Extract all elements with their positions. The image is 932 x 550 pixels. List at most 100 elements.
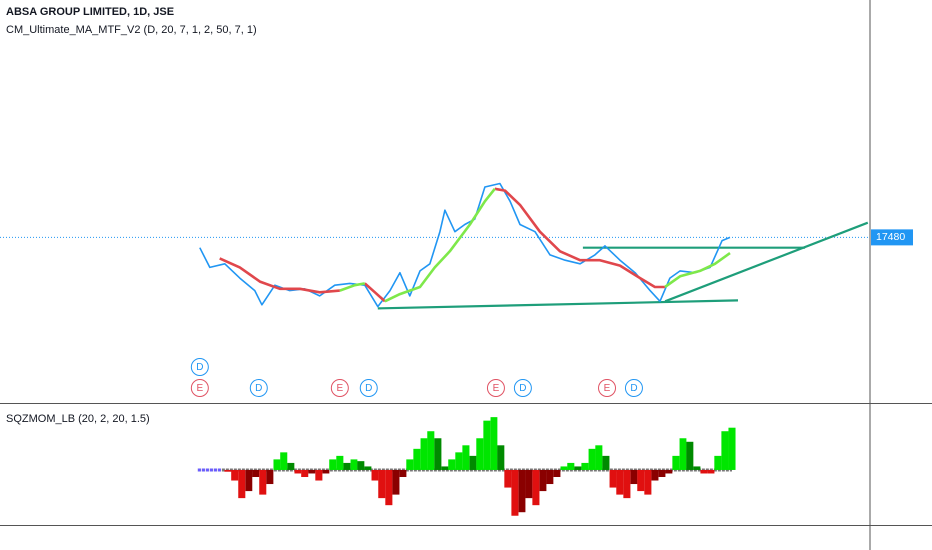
last-price-box (871, 229, 913, 246)
momentum-bar (462, 445, 470, 470)
event-label: E (493, 383, 500, 394)
momentum-bar (504, 469, 512, 488)
momentum-bar (728, 427, 736, 470)
momentum-bar (294, 469, 302, 474)
momentum-bar (560, 466, 568, 470)
momentum-bar (469, 455, 477, 470)
momentum-bar (406, 459, 414, 470)
event-marker (190, 379, 209, 397)
momentum-bar (455, 452, 463, 470)
momentum-bar (616, 469, 624, 495)
momentum-bar (483, 420, 491, 470)
momentum-bar (602, 455, 610, 470)
momentum-bar (532, 469, 540, 506)
event-marker (513, 379, 532, 397)
momentum-bar (427, 431, 435, 470)
momentum-bar (637, 469, 645, 492)
momentum-bar (399, 469, 407, 478)
momentum-bar (448, 459, 456, 470)
momentum-bar (371, 469, 379, 481)
oscillator-title: SQZMOM_LB (20, 2, 20, 1.5) (6, 413, 150, 425)
momentum-bar (441, 466, 449, 470)
event-marker (330, 379, 349, 397)
event-marker (486, 379, 505, 397)
momentum-bar (679, 438, 687, 470)
momentum-bar (707, 469, 715, 474)
event-label: D (255, 383, 262, 394)
momentum-bar (595, 445, 603, 470)
momentum-bar (630, 469, 638, 485)
momentum-bar (259, 469, 267, 495)
momentum-bar (434, 438, 442, 470)
momentum-bar (539, 469, 547, 492)
trend-line (377, 299, 739, 310)
momentum-bar (266, 469, 274, 485)
event-marker (359, 379, 378, 397)
event-marker (624, 379, 643, 397)
momentum-bar (700, 469, 708, 474)
momentum-bar (336, 455, 344, 470)
momentum-bar (581, 462, 589, 470)
momentum-bar (490, 417, 498, 470)
moving-average (219, 187, 665, 303)
momentum-bar (238, 469, 246, 499)
momentum-bar (231, 469, 239, 481)
momentum-bar (672, 455, 680, 470)
momentum-bar (273, 459, 281, 470)
indicator-title: CM_Ultimate_MA_MTF_V2 (D, 20, 7, 1, 2, 5… (6, 24, 257, 36)
momentum-bar (308, 469, 316, 474)
momentum-bar (553, 469, 561, 478)
momentum-bar (714, 455, 722, 470)
price-line (199, 182, 731, 308)
momentum-bar (623, 469, 631, 499)
momentum-bar (693, 466, 701, 470)
event-label: E (196, 383, 203, 394)
momentum-bar (588, 448, 596, 470)
trend-line (664, 221, 869, 303)
momentum-bar (476, 438, 484, 470)
momentum-bar (252, 469, 260, 478)
momentum-bar (329, 459, 337, 470)
moving-average (339, 187, 731, 303)
momentum-bar (364, 466, 372, 470)
event-label: D (630, 383, 637, 394)
momentum-bar (280, 452, 288, 470)
momentum-bar (609, 469, 617, 488)
momentum-bar (567, 462, 575, 470)
momentum-bar (224, 469, 232, 472)
momentum-bar (546, 469, 554, 485)
event-label: D (196, 362, 203, 373)
momentum-bar (315, 469, 323, 481)
momentum-bar (644, 469, 652, 495)
event-marker (598, 379, 617, 397)
event-marker (249, 379, 268, 397)
momentum-bar (343, 462, 351, 470)
event-label: D (365, 383, 372, 394)
symbol-title: ABSA GROUP LIMITED, 1D, JSE (6, 6, 174, 18)
event-label: E (604, 383, 611, 394)
momentum-bar (651, 469, 659, 481)
momentum-bar (665, 469, 673, 474)
momentum-bar (378, 469, 386, 499)
momentum-bar (721, 431, 729, 470)
momentum-bar (574, 466, 582, 470)
momentum-bar (420, 438, 428, 470)
momentum-bar (322, 469, 330, 474)
momentum-bar (301, 469, 309, 478)
momentum-bar (357, 461, 365, 470)
momentum-bar (413, 448, 421, 470)
marks-layer (0, 182, 870, 516)
momentum-bar (686, 441, 694, 470)
momentum-bar (385, 469, 393, 506)
momentum-bar (350, 459, 358, 470)
momentum-bar (392, 469, 400, 495)
event-label: D (519, 383, 526, 394)
momentum-bar (658, 469, 666, 478)
momentum-bar (511, 469, 519, 516)
momentum-bar (287, 462, 295, 470)
event-marker (190, 358, 209, 376)
momentum-bar (497, 445, 505, 470)
momentum-bar (245, 469, 253, 492)
